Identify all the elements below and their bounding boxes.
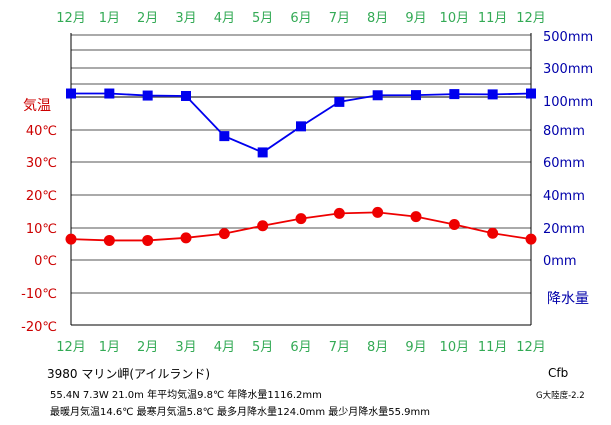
month-label-bottom: 8月 — [367, 340, 388, 355]
month-label-top: 4月 — [214, 11, 235, 26]
precipitation-tick-label: 300mm — [543, 62, 593, 77]
precipitation-point — [257, 147, 268, 158]
station-extremes: 最暖月気温14.6℃ 最寒月気温5.8℃ 最多月降水量124.0mm 最少月降水… — [50, 407, 431, 418]
precipitation-point — [181, 90, 191, 101]
precipitation-point — [142, 90, 153, 101]
temperature-point — [372, 206, 384, 218]
month-label-top: 1月 — [99, 11, 120, 26]
temperature-tick-label: 10℃ — [26, 222, 57, 237]
month-label-bottom: 11月 — [478, 340, 508, 355]
month-label-bottom: 10月 — [440, 340, 470, 355]
precipitation-point — [487, 89, 498, 100]
station-summary: 55.4N 7.3W 21.0m 年平均気温9.8℃ 年降水量1116.2mm — [50, 390, 322, 401]
month-label-top: 2月 — [137, 11, 158, 26]
month-label-bottom: 9月 — [405, 340, 426, 355]
temperature-point — [295, 213, 307, 225]
precipitation-point — [526, 88, 536, 99]
temperature-point — [525, 233, 537, 245]
month-label-top: 10月 — [440, 11, 470, 26]
temperature-point — [180, 232, 192, 244]
month-label-bottom: 3月 — [175, 340, 196, 355]
month-label-top: 6月 — [290, 11, 311, 26]
temperature-tick-label: 30℃ — [26, 156, 57, 171]
precipitation-point — [219, 131, 230, 142]
precipitation-tick-label: 500mm — [543, 30, 593, 45]
precipitation-tick-label: 40mm — [543, 189, 585, 204]
gridlines — [71, 34, 531, 294]
precipitation-point — [372, 90, 383, 101]
temperature-point — [333, 207, 345, 219]
month-label-bottom: 6月 — [290, 340, 311, 355]
continentality-label: G大陸度-2.2 — [536, 391, 585, 401]
month-label-top: 8月 — [367, 11, 388, 26]
month-label-top: 9月 — [405, 11, 426, 26]
temperature-point — [487, 227, 499, 239]
precipitation-tick-label: 80mm — [543, 124, 585, 139]
month-label-bottom: 12月 — [516, 340, 546, 355]
month-label-top: 3月 — [175, 11, 196, 26]
precipitation-point — [66, 88, 76, 99]
precipitation-tick-label: 20mm — [543, 222, 585, 237]
temperature-point — [103, 234, 115, 246]
temperature-point — [410, 211, 422, 223]
month-label-bottom: 4月 — [214, 340, 235, 355]
precipitation-tick-label: 100mm — [543, 95, 593, 110]
precipitation-tick-label: 60mm — [543, 156, 585, 171]
temperature-tick-label: -20℃ — [21, 320, 57, 335]
month-label-top: 11月 — [478, 11, 508, 26]
month-label-bottom: 5月 — [252, 340, 273, 355]
temperature-point — [218, 228, 230, 240]
temperature-tick-label: 40℃ — [26, 124, 57, 139]
data-series — [65, 88, 537, 246]
axes — [70, 33, 532, 326]
precipitation-point — [449, 89, 460, 100]
temperature-point — [142, 234, 154, 246]
temperature-tick-label: -10℃ — [21, 287, 57, 302]
precipitation-point — [334, 96, 345, 107]
month-label-top: 12月 — [516, 11, 546, 26]
temperature-point — [257, 220, 269, 232]
temperature-tick-label: 20℃ — [26, 189, 57, 204]
month-label-bottom: 7月 — [329, 340, 350, 355]
month-label-bottom: 2月 — [137, 340, 158, 355]
koppen-class: Cfb — [548, 366, 569, 380]
tick-labels: 12月 12月 1月 1月 2月 2月 3月 3月 4月 4月 5月 5月 6月 6月 7月 7月 8月 8月 9月… — [21, 11, 593, 355]
precipitation-tick-label: 0mm — [543, 254, 577, 269]
temperature-point — [65, 233, 77, 245]
month-label-top: 7月 — [329, 11, 350, 26]
station-name: 3980 マリン岬(アイルランド) — [47, 367, 211, 381]
temperature-point — [448, 218, 460, 230]
precipitation-point — [411, 90, 421, 101]
precipitation-axis-title: 降水量 — [547, 291, 589, 307]
precipitation-point — [104, 88, 115, 99]
month-label-top: 12月 — [56, 11, 86, 26]
month-label-bottom: 1月 — [99, 340, 120, 355]
month-label-bottom: 12月 — [56, 340, 86, 355]
temperature-tick-label: 0℃ — [34, 254, 57, 269]
month-label-top: 5月 — [252, 11, 273, 26]
temperature-axis-title: 気温 — [23, 98, 51, 114]
precipitation-point — [296, 121, 306, 132]
